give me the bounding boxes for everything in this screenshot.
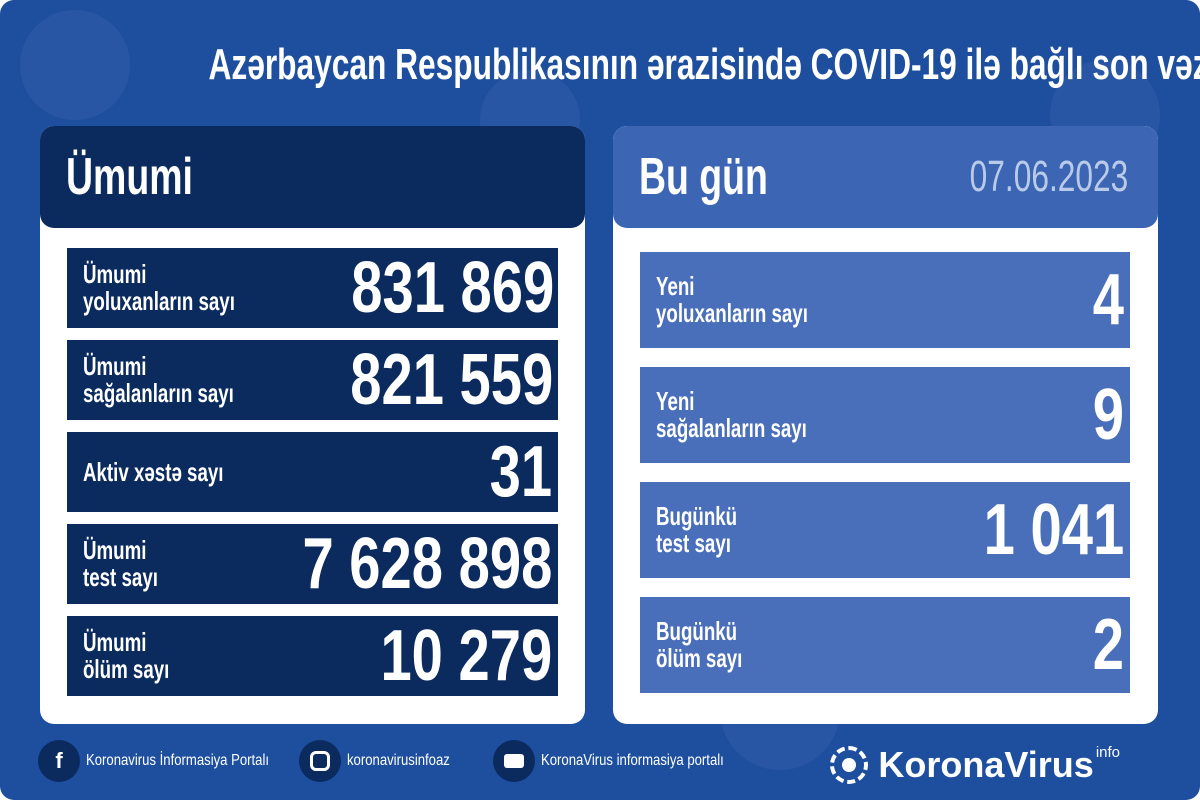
total-row-deaths: Ümumi ölüm sayı 10 279 bbox=[67, 616, 558, 696]
page-title: Azərbaycan Respublikasının ərazisində CO… bbox=[208, 40, 1200, 89]
total-heading: Ümumi bbox=[40, 126, 585, 228]
today-row-tests: Bugünkü test sayı 1 041 bbox=[640, 482, 1130, 578]
today-panel: Bu gün 07.06.2023 Yeni yoluxanların sayı 4 … bbox=[613, 126, 1158, 724]
total-row-active: Aktiv xəstə sayı 31 bbox=[67, 432, 558, 512]
total-row-recovered: Ümumi sağalanların sayı 821 559 bbox=[67, 340, 558, 420]
youtube-link[interactable]: KoronaVirus informasiya portalı bbox=[492, 740, 764, 782]
today-row-cases: Yeni yoluxanların sayı 4 bbox=[640, 252, 1130, 348]
facebook-link[interactable]: f Koronavirus İnformasiya Portalı bbox=[38, 740, 309, 782]
today-heading: Bu gün 07.06.2023 bbox=[613, 126, 1158, 228]
total-panel: Ümumi Ümumi yoluxanların sayı 831 869 Ümum… bbox=[40, 126, 585, 724]
koronavirus-logo: KoronaVirus info bbox=[830, 744, 1120, 786]
youtube-icon bbox=[492, 740, 535, 782]
virus-decoration-icon bbox=[20, 10, 130, 120]
today-row-deaths: Bugünkü ölüm sayı 2 bbox=[640, 597, 1130, 693]
instagram-icon bbox=[299, 740, 342, 782]
instagram-link[interactable]: koronavirusinfoaz bbox=[299, 740, 472, 782]
total-row-tests: Ümumi test sayı 7 628 898 bbox=[67, 524, 558, 604]
today-row-recovered: Yeni sağalanların sayı 9 bbox=[640, 367, 1130, 463]
virus-logo-icon bbox=[830, 746, 869, 784]
footer: f Koronavirus İnformasiya Portalı koronav… bbox=[38, 736, 1160, 786]
total-row-cases: Ümumi yoluxanların sayı 831 869 bbox=[67, 248, 558, 328]
date: 07.06.2023 bbox=[969, 152, 1128, 201]
facebook-icon: f bbox=[38, 740, 80, 782]
